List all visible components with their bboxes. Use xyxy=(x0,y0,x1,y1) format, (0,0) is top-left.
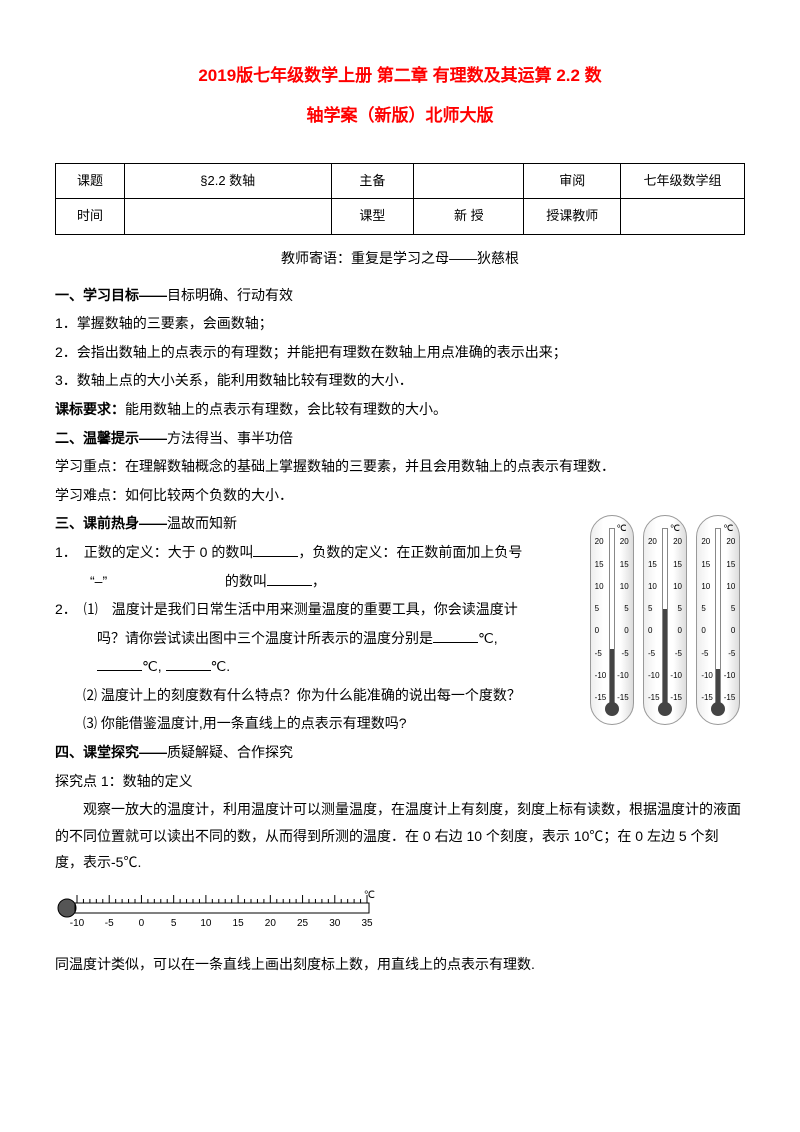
svg-text:0: 0 xyxy=(139,918,145,929)
doc-title: 2019版七年级数学上册 第二章 有理数及其运算 2.2 数 xyxy=(55,60,745,92)
table-row: 课题 §2.2 数轴 主备 审阅 七年级数学组 xyxy=(56,163,745,199)
cell-prepare-label: 主备 xyxy=(331,163,414,199)
s4-para-2: 同温度计类似，可以在一条直线上画出刻度标上数，用直线上的点表示有理数. xyxy=(55,951,745,978)
thermo-bulb xyxy=(605,702,619,716)
cell-time-label: 时间 xyxy=(56,199,125,235)
s1-item: 2．会指出数轴上的点表示的有理数；并能把有理数在数轴上用点准确的表示出来； xyxy=(55,339,745,366)
section-label: 三、课前热身—— xyxy=(55,515,167,531)
svg-text:35: 35 xyxy=(361,918,373,929)
thermo-scale: 2020151510105500-5-5-10-10-15-15 xyxy=(591,538,633,694)
section-sub: 质疑解疑、合作探究 xyxy=(167,744,293,760)
svg-text:25: 25 xyxy=(297,918,309,929)
thermo-scale: 2020151510105500-5-5-10-10-15-15 xyxy=(644,538,686,694)
cell-review-label: 审阅 xyxy=(524,163,620,199)
kb-line: 课标要求：能用数轴上的点表示有理数，会比较有理数的大小。 xyxy=(55,396,745,423)
text: ℃. xyxy=(211,658,231,674)
text: ℃, xyxy=(142,658,162,674)
kb-body: 能用数轴上的点表示有理数，会比较有理数的大小。 xyxy=(125,401,447,417)
blank-field[interactable] xyxy=(97,657,142,671)
table-row: 时间 课型 新 授 授课教师 xyxy=(56,199,745,235)
unit-label: ℃ xyxy=(670,520,680,537)
text: ， xyxy=(312,573,326,589)
section-label: 四、课堂探究—— xyxy=(55,744,167,760)
s1-item: 1．掌握数轴的三要素，会画数轴； xyxy=(55,310,745,337)
svg-text:10: 10 xyxy=(200,918,212,929)
kb-head: 课标要求： xyxy=(55,401,125,417)
blank-field[interactable] xyxy=(166,657,211,671)
cell-review-value: 七年级数学组 xyxy=(620,163,744,199)
s4-topic: 探究点 1：数轴的定义 xyxy=(55,768,745,795)
s3-q1-cont: “–” 的数叫 ， xyxy=(55,568,575,595)
svg-text:15: 15 xyxy=(233,918,245,929)
s3-q2-1: 2． ⑴ 温度计是我们日常生活中用来测量温度的重要工具，你会读温度计 xyxy=(55,596,575,623)
s2-item: 学习难点：如何比较两个负数的大小． xyxy=(55,482,745,509)
section-2-heading: 二、温馨提示——方法得当、事半功倍 xyxy=(55,425,745,452)
section-4-heading: 四、课堂探究——质疑解疑、合作探究 xyxy=(55,739,745,766)
meta-table: 课题 §2.2 数轴 主备 审阅 七年级数学组 时间 课型 新 授 授课教师 xyxy=(55,163,745,235)
text: ℃, xyxy=(478,630,498,646)
text: “–” xyxy=(90,573,107,589)
cell-prepare-value xyxy=(414,163,524,199)
section-3-heading: 三、课前热身——温故而知新 xyxy=(55,510,575,537)
horizontal-thermometer-icon: -10 -5 0 5 10 15 20 25 30 35 ℃ xyxy=(55,886,385,936)
section-label: 二、温馨提示—— xyxy=(55,430,167,446)
thermo-bulb xyxy=(658,702,672,716)
s2-item: 学习重点：在理解数轴概念的基础上掌握数轴的三要素，并且会用数轴上的点表示有理数． xyxy=(55,453,745,480)
thermometer-figure: ℃ 2020151510105500-5-5-10-10-15-15 ℃ 202… xyxy=(585,510,745,730)
section-label: 一、学习目标—— xyxy=(55,287,167,303)
thermometer-3: ℃ 2020151510105500-5-5-10-10-15-15 xyxy=(696,515,740,725)
svg-text:℃: ℃ xyxy=(364,890,375,901)
text: 吗？请你尝试读出图中三个温度计所表示的温度分别是 xyxy=(97,630,433,646)
text: 1． 正数的定义：大于 0 的数叫 xyxy=(55,544,253,560)
cell-teacher-value xyxy=(620,199,744,235)
cell-type-value: 新 授 xyxy=(414,199,524,235)
svg-text:-5: -5 xyxy=(105,918,114,929)
unit-label: ℃ xyxy=(723,520,733,537)
svg-text:30: 30 xyxy=(329,918,341,929)
text: 的数叫 xyxy=(225,573,267,589)
s3-q2-3: ⑶ 你能借鉴温度计,用一条直线上的点表示有理数吗? xyxy=(55,710,575,737)
section-sub: 方法得当、事半功倍 xyxy=(167,430,293,446)
blank-field[interactable] xyxy=(433,629,478,643)
thermometer-1: ℃ 2020151510105500-5-5-10-10-15-15 xyxy=(590,515,634,725)
text: ，负数的定义：在正数前面加上负号 xyxy=(298,544,522,560)
svg-text:20: 20 xyxy=(265,918,277,929)
cell-type-label: 课型 xyxy=(331,199,414,235)
blank-field[interactable] xyxy=(253,543,298,557)
cell-topic-value: §2.2 数轴 xyxy=(124,163,331,199)
s3-q2-1c: ℃, ℃. xyxy=(55,653,575,680)
doc-subtitle: 轴学案（新版）北师大版 xyxy=(55,100,745,132)
svg-text:-10: -10 xyxy=(70,918,85,929)
cell-topic-label: 课题 xyxy=(56,163,125,199)
svg-text:5: 5 xyxy=(171,918,177,929)
thermo-scale: 2020151510105500-5-5-10-10-15-15 xyxy=(697,538,739,694)
section-3-wrap: ℃ 2020151510105500-5-5-10-10-15-15 ℃ 202… xyxy=(55,510,745,737)
s4-para-1: 观察一放大的温度计，利用温度计可以测量温度，在温度计上有刻度，刻度上标有读数，根… xyxy=(55,796,745,876)
section-1-heading: 一、学习目标——目标明确、行动有效 xyxy=(55,282,745,309)
section-sub: 温故而知新 xyxy=(167,515,237,531)
thermometer-2: ℃ 2020151510105500-5-5-10-10-15-15 xyxy=(643,515,687,725)
cell-teacher-label: 授课教师 xyxy=(524,199,620,235)
blank-field[interactable] xyxy=(267,572,312,586)
thermo-bulb xyxy=(711,702,725,716)
s1-item: 3．数轴上点的大小关系，能利用数轴比较有理数的大小． xyxy=(55,367,745,394)
cell-time-value xyxy=(124,199,331,235)
motto: 教师寄语：重复是学习之母——狄慈根 xyxy=(55,245,745,272)
section-sub: 目标明确、行动有效 xyxy=(167,287,293,303)
s3-q2-2: ⑵ 温度计上的刻度数有什么特点？你为什么能准确的说出每一个度数？ xyxy=(55,682,575,709)
s3-q2-1b: 吗？请你尝试读出图中三个温度计所表示的温度分别是 ℃, xyxy=(55,625,575,652)
s3-q1: 1． 正数的定义：大于 0 的数叫 ，负数的定义：在正数前面加上负号 xyxy=(55,539,575,566)
unit-label: ℃ xyxy=(617,520,627,537)
